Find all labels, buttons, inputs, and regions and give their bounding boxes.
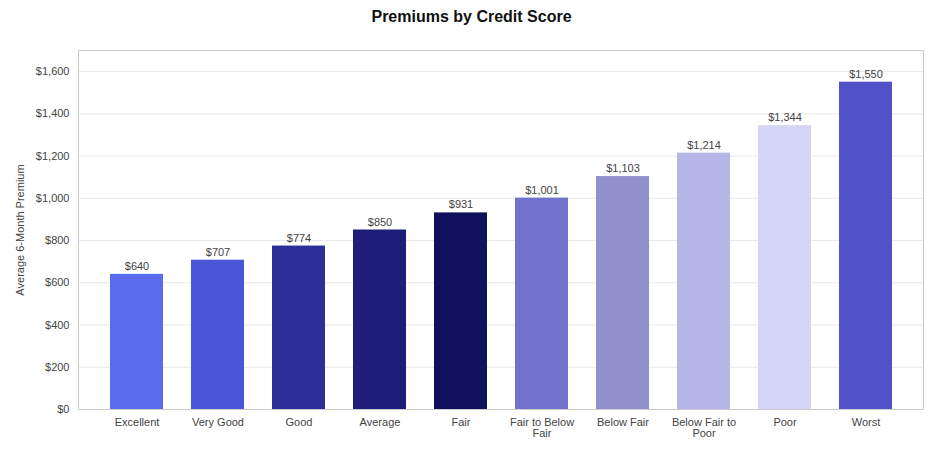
svg-text:$0: $0 <box>57 403 69 415</box>
svg-text:$1,214: $1,214 <box>687 139 721 151</box>
svg-text:Average 6-Month Premium: Average 6-Month Premium <box>14 164 26 295</box>
svg-text:$200: $200 <box>45 361 69 373</box>
svg-text:$400: $400 <box>45 319 69 331</box>
svg-text:$850: $850 <box>368 216 392 228</box>
svg-text:$1,600: $1,600 <box>36 65 70 77</box>
svg-text:Fair: Fair <box>452 416 471 428</box>
svg-text:Below Fair toPoor: Below Fair toPoor <box>672 416 736 439</box>
svg-text:Fair to BelowFair: Fair to BelowFair <box>510 416 574 439</box>
svg-text:$1,400: $1,400 <box>36 107 70 119</box>
svg-text:Very Good: Very Good <box>192 416 244 428</box>
svg-text:$1,103: $1,103 <box>606 162 640 174</box>
svg-text:Below Fair: Below Fair <box>597 416 649 428</box>
svg-text:$640: $640 <box>125 260 149 272</box>
svg-text:$774: $774 <box>287 232 311 244</box>
svg-text:$1,200: $1,200 <box>36 150 70 162</box>
svg-text:$800: $800 <box>45 234 69 246</box>
svg-text:Good: Good <box>286 416 313 428</box>
svg-text:$1,001: $1,001 <box>525 184 559 196</box>
svg-text:$707: $707 <box>206 246 230 258</box>
svg-text:$1,550: $1,550 <box>849 68 883 80</box>
svg-text:Poor: Poor <box>773 416 797 428</box>
svg-text:Worst: Worst <box>852 416 881 428</box>
svg-text:$600: $600 <box>45 276 69 288</box>
svg-text:$1,000: $1,000 <box>36 192 70 204</box>
svg-text:Average: Average <box>360 416 401 428</box>
html-text:Premiums by Credit Score: Premiums by Credit Score <box>371 8 572 25</box>
svg-text:$931: $931 <box>449 198 473 210</box>
svg-text:Excellent: Excellent <box>115 416 160 428</box>
svg-text:$1,344: $1,344 <box>768 111 802 123</box>
